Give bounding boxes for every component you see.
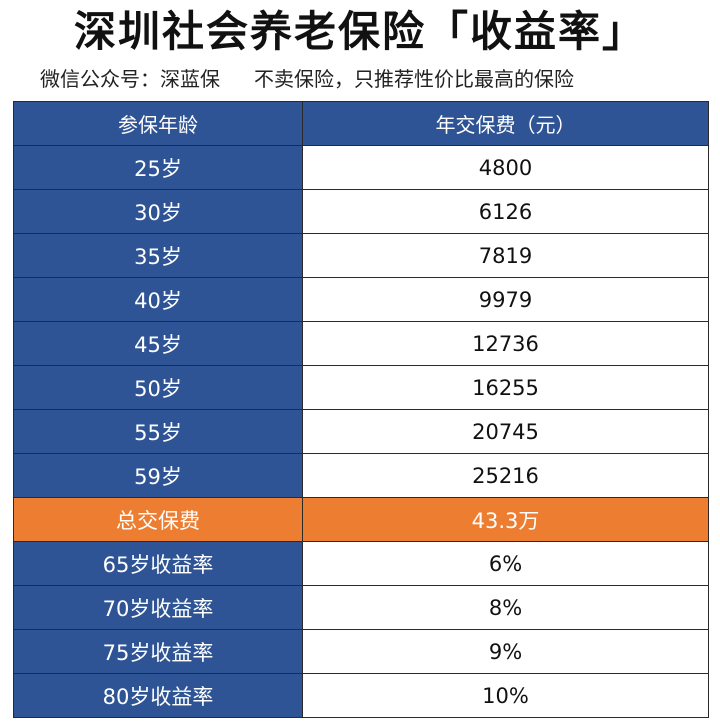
row-label: 65岁收益率	[13, 541, 303, 586]
subtitle: 微信公众号：深蓝保 不卖保险，只推荐性价比最高的保险	[40, 62, 700, 96]
row-label: 总交保费	[13, 497, 303, 542]
row-value: 25216	[302, 453, 709, 498]
row-label: 59岁	[13, 453, 303, 498]
table-row: 59岁 25216	[13, 453, 709, 498]
header-premium: 年交保费（元）	[302, 101, 709, 146]
row-label: 45岁	[13, 321, 303, 366]
row-label: 25岁	[13, 145, 303, 190]
row-label: 75岁收益率	[13, 629, 303, 674]
return-row: 65岁收益率 6%	[13, 541, 709, 586]
subtitle-account: 微信公众号：深蓝保	[40, 67, 220, 91]
row-label: 55岁	[13, 409, 303, 454]
header-age: 参保年龄	[13, 101, 303, 146]
row-label: 40岁	[13, 277, 303, 322]
table-header-row: 参保年龄 年交保费（元）	[13, 101, 709, 146]
return-row: 70岁收益率 8%	[13, 585, 709, 630]
row-label: 70岁收益率	[13, 585, 303, 630]
row-label: 30岁	[13, 189, 303, 234]
table-row: 25岁 4800	[13, 145, 709, 190]
table-row: 45岁 12736	[13, 321, 709, 366]
row-value: 6%	[302, 541, 709, 586]
table-row: 35岁 7819	[13, 233, 709, 278]
total-row: 总交保费 43.3万	[13, 497, 709, 542]
row-value: 43.3万	[302, 497, 709, 542]
row-value: 6126	[302, 189, 709, 234]
row-value: 4800	[302, 145, 709, 190]
return-row: 75岁收益率 9%	[13, 629, 709, 674]
return-row: 80岁收益率 10%	[13, 673, 709, 718]
row-value: 8%	[302, 585, 709, 630]
page-title: 深圳社会养老保险「收益率」	[73, 7, 646, 56]
premium-table: 参保年龄 年交保费（元） 25岁 4800 30岁 6126 35岁 7819 40岁 997…	[13, 101, 709, 718]
row-label: 35岁	[13, 233, 303, 278]
table-row: 30岁 6126	[13, 189, 709, 234]
subtitle-slogan: 不卖保险，只推荐性价比最高的保险	[254, 67, 574, 91]
table-row: 50岁 16255	[13, 365, 709, 410]
row-value: 9%	[302, 629, 709, 674]
row-value: 12736	[302, 321, 709, 366]
row-label: 80岁收益率	[13, 673, 303, 718]
row-value: 16255	[302, 365, 709, 410]
premium-table-body: 参保年龄 年交保费（元） 25岁 4800 30岁 6126 35岁 7819 40岁 997…	[13, 101, 709, 718]
row-value: 20745	[302, 409, 709, 454]
row-value: 9979	[302, 277, 709, 322]
row-label: 50岁	[13, 365, 303, 410]
table-row: 40岁 9979	[13, 277, 709, 322]
row-value: 7819	[302, 233, 709, 278]
table-row: 55岁 20745	[13, 409, 709, 454]
row-value: 10%	[302, 673, 709, 718]
